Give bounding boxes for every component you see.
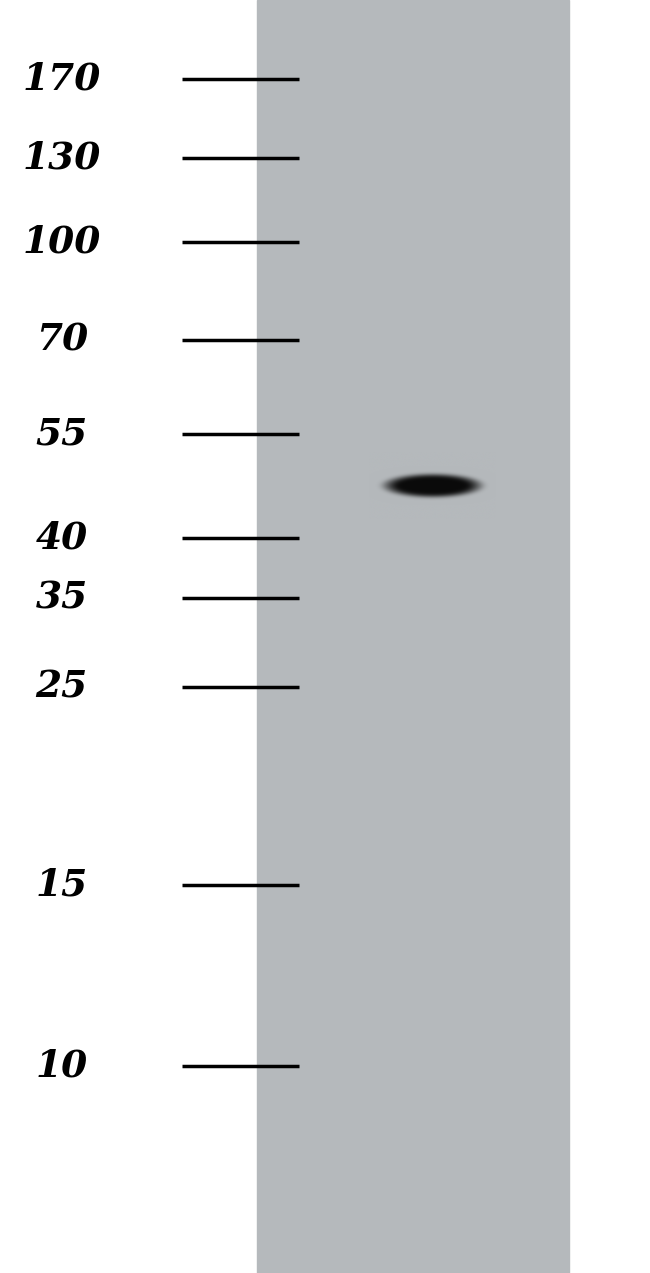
Text: 55: 55 [36,415,88,453]
Text: 10: 10 [36,1046,88,1085]
Text: 25: 25 [36,668,88,707]
Text: 70: 70 [36,321,88,359]
Text: 40: 40 [36,519,88,558]
Bar [257,0,569,1273]
Text: 15: 15 [36,866,88,904]
Text: 35: 35 [36,579,88,617]
Text: 170: 170 [23,60,101,98]
Text: 130: 130 [23,139,101,177]
Text: 100: 100 [23,223,101,261]
